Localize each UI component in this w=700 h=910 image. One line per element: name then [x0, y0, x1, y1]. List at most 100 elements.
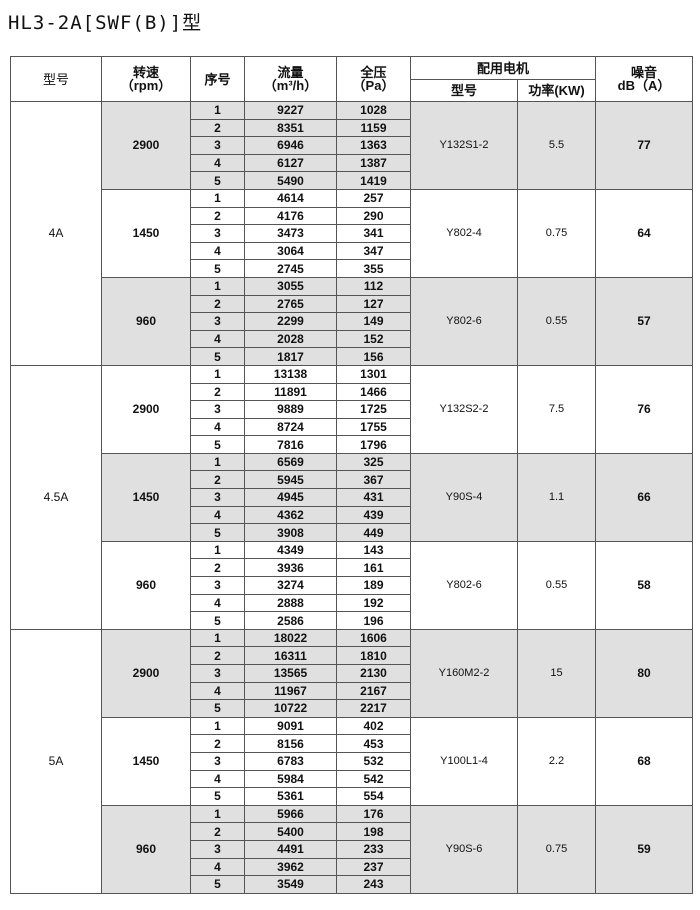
- seq-cell: 5: [190, 523, 245, 542]
- pressure-cell: 1301: [336, 364, 411, 384]
- flow-cell: 6783: [244, 751, 337, 771]
- flow-cell: 6569: [244, 452, 337, 472]
- pressure-cell: 257: [336, 188, 411, 208]
- flow-cell: 16311: [244, 646, 337, 665]
- flow-cell: 4362: [244, 505, 337, 525]
- flow-cell: 8724: [244, 417, 337, 437]
- seq-cell: 2: [190, 822, 245, 841]
- motor-power-cell: 0.55: [516, 540, 597, 630]
- fan-model-cell: 4.5A: [10, 364, 102, 630]
- seq-cell: 4: [190, 857, 245, 877]
- table-row: 5 2745 355: [11, 259, 693, 278]
- flow-cell: 3549: [244, 875, 337, 894]
- motor-model-cell: Y160M2-2: [410, 628, 518, 718]
- seq-cell: 4: [190, 153, 245, 173]
- table-row: 4.5A 2900 1 13138 1301 Y132S2-2 7.5 76: [10, 364, 694, 630]
- flow-cell: 3055: [244, 276, 337, 296]
- seq-cell: 5: [190, 259, 245, 278]
- seq-cell: 3: [190, 751, 245, 771]
- table-row: 2 8351 1159: [11, 118, 693, 138]
- table-row: 960 1 5966 176 Y90S-6 0.75 59: [11, 804, 694, 894]
- pressure-cell: 196: [336, 611, 411, 630]
- table-row: 5 2586 196: [11, 611, 693, 630]
- pressure-cell: 1796: [336, 435, 411, 454]
- table-row: 3 6783 532: [11, 751, 693, 771]
- header-speed: 转速 （rpm）: [101, 56, 191, 102]
- seq-cell: 5: [190, 347, 245, 366]
- motor-model-cell: Y802-6: [410, 540, 518, 630]
- table-row: 5 5490 1419: [11, 171, 693, 190]
- seq-cell: 2: [190, 734, 245, 753]
- pressure-cell: 439: [336, 505, 411, 525]
- header-flow-unit: （m³/h）: [263, 78, 318, 93]
- header-noise-unit: dB（A）: [617, 78, 671, 93]
- pressure-cell: 1466: [336, 382, 411, 402]
- pressure-cell: 192: [336, 593, 411, 613]
- motor-power-cell: 2.2: [516, 716, 597, 806]
- pressure-cell: 1419: [336, 171, 411, 190]
- flow-cell: 2028: [244, 329, 337, 349]
- header-seq-label: 序号: [204, 71, 231, 87]
- fan-model-cell: 4A: [10, 101, 102, 366]
- motor-power-cell: 15: [516, 628, 597, 718]
- table-row: 4 2028 152: [11, 329, 693, 349]
- seq-cell: 1: [190, 101, 245, 120]
- flow-cell: 2745: [244, 259, 337, 278]
- pressure-cell: 1363: [336, 136, 411, 155]
- flow-cell: 10722: [244, 699, 337, 718]
- pressure-cell: 431: [336, 488, 411, 507]
- seq-cell: 1: [190, 540, 245, 560]
- flow-cell: 6946: [244, 136, 337, 155]
- flow-cell: 5400: [244, 822, 337, 841]
- header-motor-model: 型号: [410, 79, 518, 102]
- seq-cell: 5: [190, 171, 245, 190]
- motor-power-cell: 1.1: [516, 452, 597, 542]
- pressure-cell: 542: [336, 769, 411, 789]
- table-row: 2 16311 1810: [11, 646, 693, 665]
- pressure-cell: 152: [336, 329, 411, 349]
- seq-cell: 1: [190, 188, 245, 208]
- table-row: 2 5945 367: [11, 470, 693, 490]
- seq-cell: 4: [190, 681, 245, 701]
- table-row: 5A 2900 1 18022 1606 Y160M2-2 15 80: [10, 628, 694, 894]
- seq-cell: 3: [190, 224, 245, 243]
- page-title: HL3-2A[SWF(B)]型: [8, 12, 203, 34]
- flow-cell: 2586: [244, 611, 337, 630]
- pressure-cell: 243: [336, 875, 411, 894]
- seq-cell: 2: [190, 470, 245, 490]
- pressure-cell: 1725: [336, 400, 411, 419]
- table-row: 5 1817 156: [11, 347, 693, 366]
- table-row: 3 6946 1363: [11, 136, 693, 155]
- seq-cell: 4: [190, 593, 245, 613]
- motor-power-cell: 0.75: [516, 188, 597, 278]
- seq-cell: 2: [190, 294, 245, 314]
- table-row: 5 3549 243: [11, 875, 693, 894]
- flow-cell: 11891: [244, 382, 337, 402]
- flow-cell: 8156: [244, 734, 337, 753]
- header-noise: 噪音 dB（A）: [595, 56, 694, 102]
- flow-cell: 4945: [244, 488, 337, 507]
- flow-cell: 13138: [244, 364, 337, 384]
- seq-cell: 1: [190, 716, 245, 736]
- header-noise-label: 噪音: [631, 65, 658, 80]
- speed-cell: 960: [101, 276, 191, 366]
- seq-cell: 5: [190, 435, 245, 454]
- seq-cell: 2: [190, 206, 245, 226]
- motor-model-cell: Y802-6: [410, 276, 518, 366]
- pressure-cell: 1387: [336, 153, 411, 173]
- pressure-cell: 233: [336, 839, 411, 859]
- speed-cell: 2900: [101, 628, 191, 718]
- table-row: 3 13565 2130: [11, 664, 693, 683]
- flow-cell: 5490: [244, 171, 337, 190]
- table-row: 4 11967 2167: [11, 681, 693, 701]
- pressure-cell: 1028: [336, 101, 411, 120]
- seq-cell: 3: [190, 576, 245, 595]
- header-flow-label: 流量: [277, 65, 304, 80]
- noise-cell: 66: [595, 452, 694, 542]
- header-flow: 流量 （m³/h）: [244, 56, 337, 102]
- flow-cell: 11967: [244, 681, 337, 701]
- header-seq: 序号: [190, 56, 245, 102]
- flow-cell: 6127: [244, 153, 337, 173]
- motor-model-cell: Y90S-4: [410, 452, 518, 542]
- flow-cell: 9889: [244, 400, 337, 419]
